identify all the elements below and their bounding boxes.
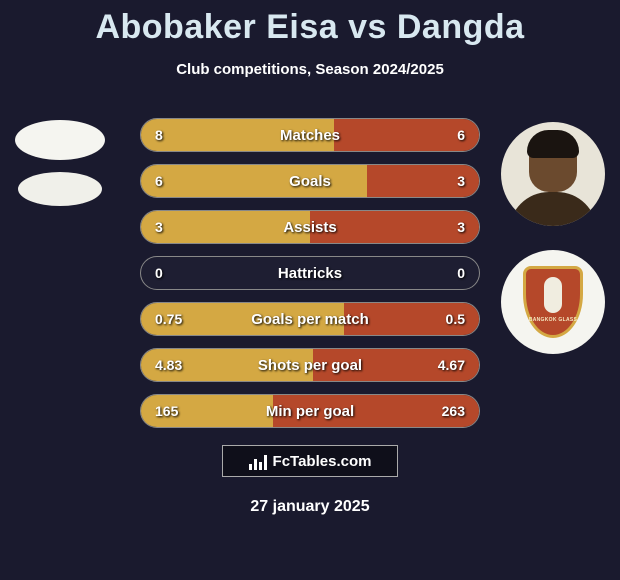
shield-icon: BANGKOK GLASS [523,266,583,338]
stat-value-right: 3 [457,173,465,189]
stat-row: 8Matches6 [140,118,480,152]
stat-label: Hattricks [141,265,479,282]
stat-label: Assists [141,219,479,236]
shield-label: BANGKOK GLASS [526,317,580,323]
player1-club-badge-placeholder [18,172,102,206]
page-title: Abobaker Eisa vs Dangda [0,0,620,47]
stat-value-right: 263 [442,403,465,419]
logo-text: FcTables.com [273,453,372,470]
player2-club-badge: BANGKOK GLASS [501,250,605,354]
stat-row: 165Min per goal263 [140,394,480,428]
stat-label: Shots per goal [141,357,479,374]
stat-label: Matches [141,127,479,144]
player1-avatar-placeholder [15,120,105,160]
stat-row: 6Goals3 [140,164,480,198]
stat-row: 3Assists3 [140,210,480,244]
subtitle: Club competitions, Season 2024/2025 [0,61,620,78]
stat-label: Goals per match [141,311,479,328]
chart-icon [249,452,267,470]
stat-row: 0.75Goals per match0.5 [140,302,480,336]
stat-value-right: 6 [457,127,465,143]
comparison-date: 27 january 2025 [0,498,620,516]
stat-label: Min per goal [141,403,479,420]
stat-row: 0Hattricks0 [140,256,480,290]
player2-avatar [501,122,605,226]
stat-value-right: 4.67 [438,357,465,373]
stats-comparison: 8Matches66Goals33Assists30Hattricks00.75… [140,118,480,440]
stat-value-right: 0 [457,265,465,281]
fctables-logo: FcTables.com [222,445,398,477]
stat-label: Goals [141,173,479,190]
stat-value-right: 3 [457,219,465,235]
stat-row: 4.83Shots per goal4.67 [140,348,480,382]
stat-value-right: 0.5 [446,311,465,327]
